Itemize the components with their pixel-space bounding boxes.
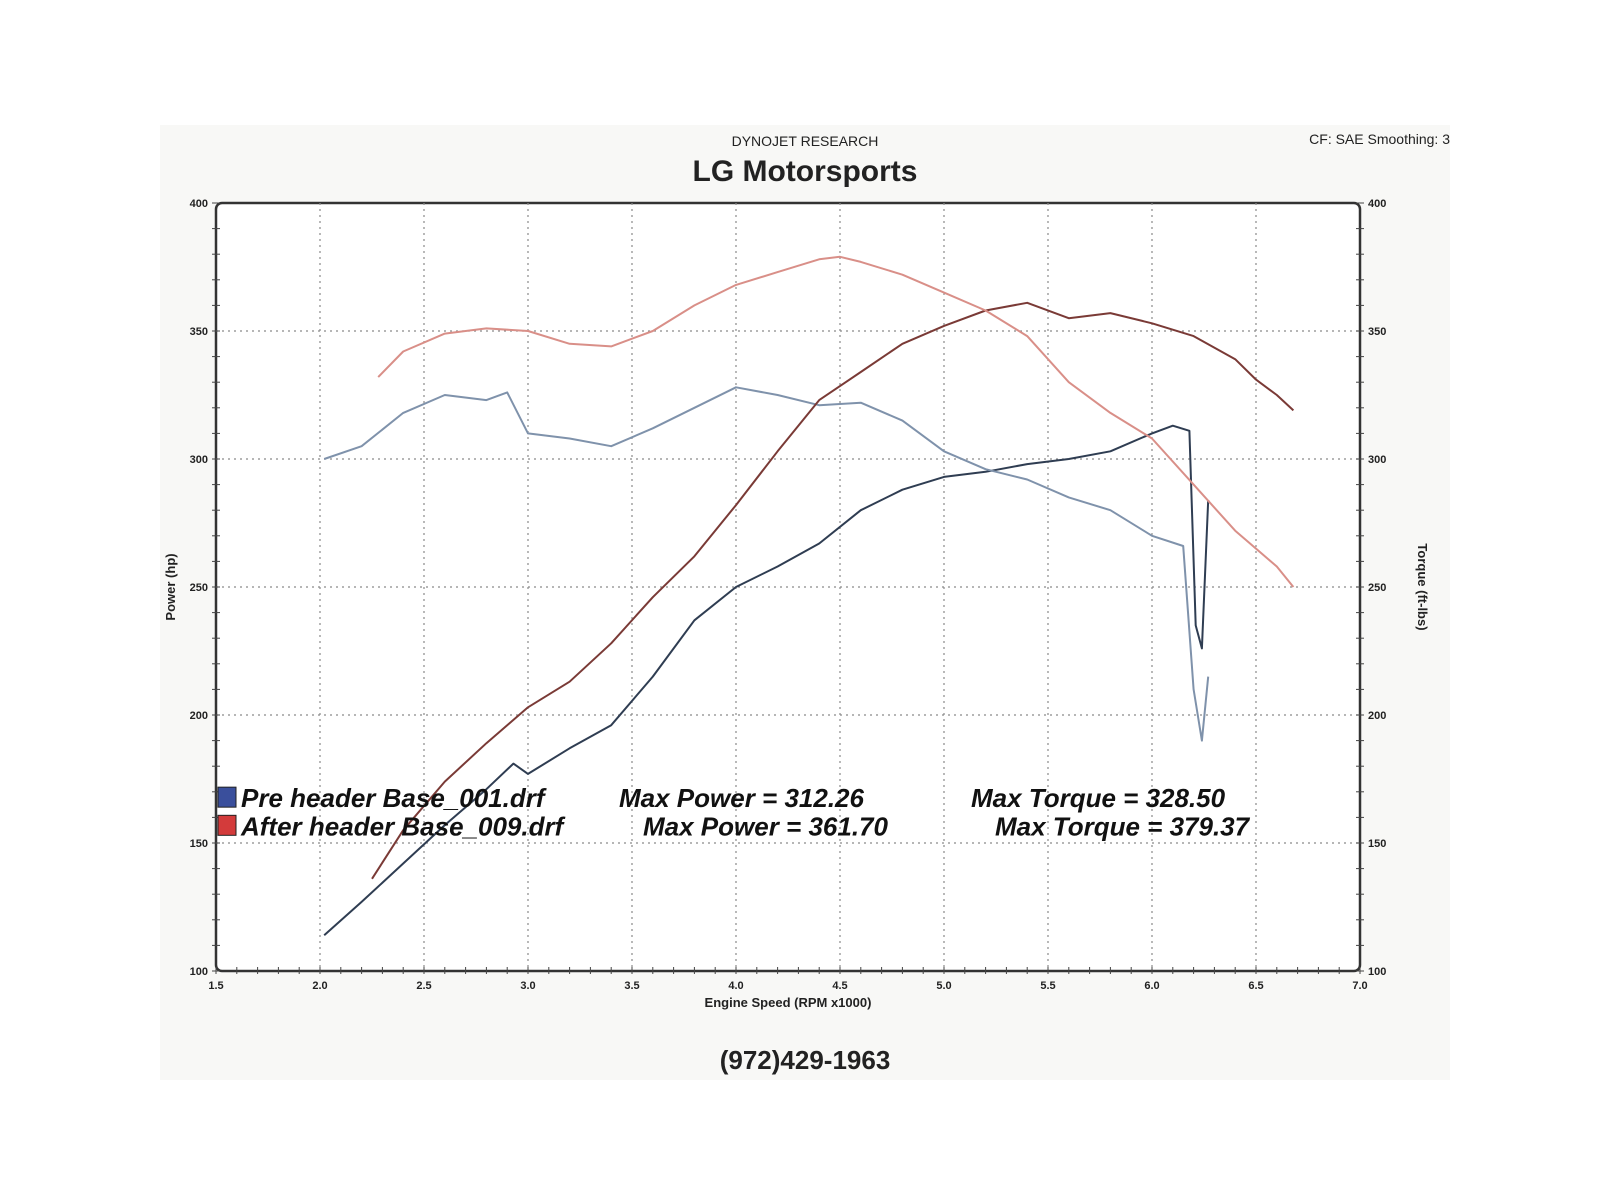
dyno-chart: 1.5 2.0 2.5 3.0 3.5 4.0 4.5 5.0 5.5 6.0 6.5 7.01001…	[163, 198, 1430, 1010]
legend-swatch	[217, 786, 237, 808]
y-tick-label: 200	[190, 710, 208, 722]
x-tick-label: 6.0	[1144, 980, 1159, 992]
source-label: DYNOJET RESEARCH	[731, 133, 879, 149]
legend-file: Pre header Base_001.drf	[241, 783, 547, 813]
legend-file: After header Base_009.drf	[240, 811, 566, 841]
y2-tick-label: 250	[1368, 582, 1386, 594]
y-tick-label: 300	[190, 454, 208, 466]
legend-swatch	[217, 814, 237, 836]
series-line-torque	[323, 386, 1210, 742]
x-tick-label: 6.5	[1248, 980, 1263, 992]
y2-tick-label: 350	[1368, 326, 1386, 338]
x-tick-label: 3.5	[624, 980, 639, 992]
y2-tick-label: 300	[1368, 454, 1386, 466]
x-tick-label: 2.5	[416, 980, 431, 992]
y-tick-label: 100	[190, 966, 208, 978]
chart-title: LG Motorsports	[692, 155, 918, 188]
series-line-power	[323, 424, 1210, 936]
y2-tick-label: 400	[1368, 198, 1386, 210]
x-tick-label: 4.0	[728, 980, 743, 992]
x-tick-label: 2.0	[312, 980, 327, 992]
y2-tick-label: 100	[1368, 966, 1386, 978]
x-axis-title: Engine Speed (RPM x1000)	[705, 995, 872, 1010]
x-tick-label: 3.0	[520, 980, 535, 992]
y2-tick-label: 200	[1368, 710, 1386, 722]
settings-label: CF: SAE Smoothing: 3	[1309, 131, 1450, 147]
y2-axis-title: Torque (ft-lbs)	[1415, 543, 1430, 630]
dyno-sheet: DYNOJET RESEARCH CF: SAE Smoothing: 3 LG…	[160, 125, 1450, 1080]
x-tick-label: 7.0	[1352, 980, 1367, 992]
legend-max-torque: Max Torque = 328.50	[971, 783, 1226, 813]
series-line-power	[371, 301, 1295, 880]
phone-number: (972)429-1963	[719, 1045, 891, 1075]
x-tick-label: 1.5	[208, 980, 223, 992]
legend-max-power: Max Power = 361.70	[643, 811, 889, 841]
y-tick-label: 350	[190, 326, 208, 338]
x-tick-label: 5.0	[936, 980, 951, 992]
legend-max-power: Max Power = 312.26	[619, 783, 865, 813]
y-tick-label: 150	[190, 838, 208, 850]
series-line-torque	[377, 255, 1295, 588]
y2-tick-label: 150	[1368, 838, 1386, 850]
legend-max-torque: Max Torque = 379.37	[995, 811, 1251, 841]
y-tick-label: 400	[190, 198, 208, 210]
x-tick-label: 4.5	[832, 980, 847, 992]
x-tick-label: 5.5	[1040, 980, 1055, 992]
y-tick-label: 250	[190, 582, 208, 594]
y-axis-title: Power (hp)	[163, 553, 178, 620]
